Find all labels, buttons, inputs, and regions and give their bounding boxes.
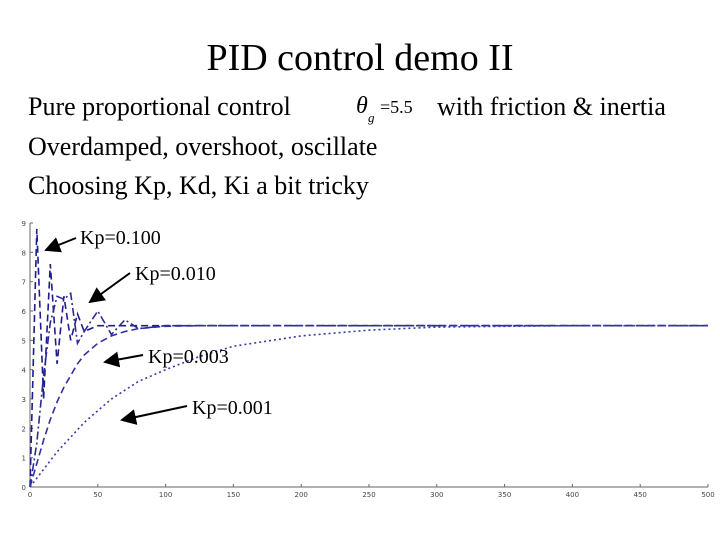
formula-value: =5.5	[380, 97, 413, 117]
y-tick-label: 3	[22, 396, 26, 404]
series-label: Kp=0.003	[148, 346, 229, 368]
series-label: Kp=0.100	[80, 227, 161, 249]
formula-subscript: g	[368, 110, 375, 125]
y-tick-label: 6	[22, 308, 27, 316]
series-line	[29, 324, 708, 488]
bullet-text: Overdamped, overshoot, oscillate	[28, 132, 377, 161]
y-tick-label: 5	[22, 337, 26, 345]
x-tick-label: 250	[362, 491, 375, 499]
bullet-text: Choosing Kp, Kd, Ki a bit tricky	[28, 171, 369, 200]
series-line	[29, 228, 708, 488]
series-label: Kp=0.010	[135, 263, 216, 285]
y-tick-label: 0	[22, 484, 26, 492]
y-tick-label: 1	[22, 455, 26, 463]
series-line	[29, 291, 708, 488]
bullet-text: Pure proportional control	[28, 92, 291, 121]
x-tick-label: 500	[701, 491, 714, 499]
series-label: Kp=0.001	[192, 397, 273, 419]
series-line	[29, 324, 708, 488]
x-tick-label: 200	[295, 491, 308, 499]
y-tick-label: 7	[22, 279, 26, 287]
annotation-arrow	[120, 405, 188, 425]
x-tick-label: 300	[430, 491, 443, 499]
x-tick-label: 450	[634, 491, 647, 499]
x-tick-label: 350	[498, 491, 511, 499]
formula-symbol: θ	[356, 93, 368, 119]
y-tick-label: 2	[22, 425, 26, 433]
bullet-text: with friction & inertia	[437, 92, 666, 121]
y-tick-label: 9	[22, 220, 26, 228]
slide-title: PID control demo II	[206, 37, 513, 79]
x-tick-label: 50	[93, 491, 102, 499]
annotation-arrow	[44, 237, 77, 253]
x-tick-label: 150	[227, 491, 240, 499]
x-tick-label: 100	[159, 491, 172, 499]
annotation-arrow	[88, 272, 131, 304]
y-tick-label: 8	[22, 249, 26, 257]
y-tick-label: 4	[22, 367, 27, 375]
annotation-arrow	[103, 351, 144, 368]
chart: 0 50 100 150 200 250 300 350 400 450 500 0 1 2 3 4 5 6 7 8 9…	[22, 220, 715, 499]
x-tick-label: 0	[28, 491, 32, 499]
x-tick-label: 400	[566, 491, 579, 499]
